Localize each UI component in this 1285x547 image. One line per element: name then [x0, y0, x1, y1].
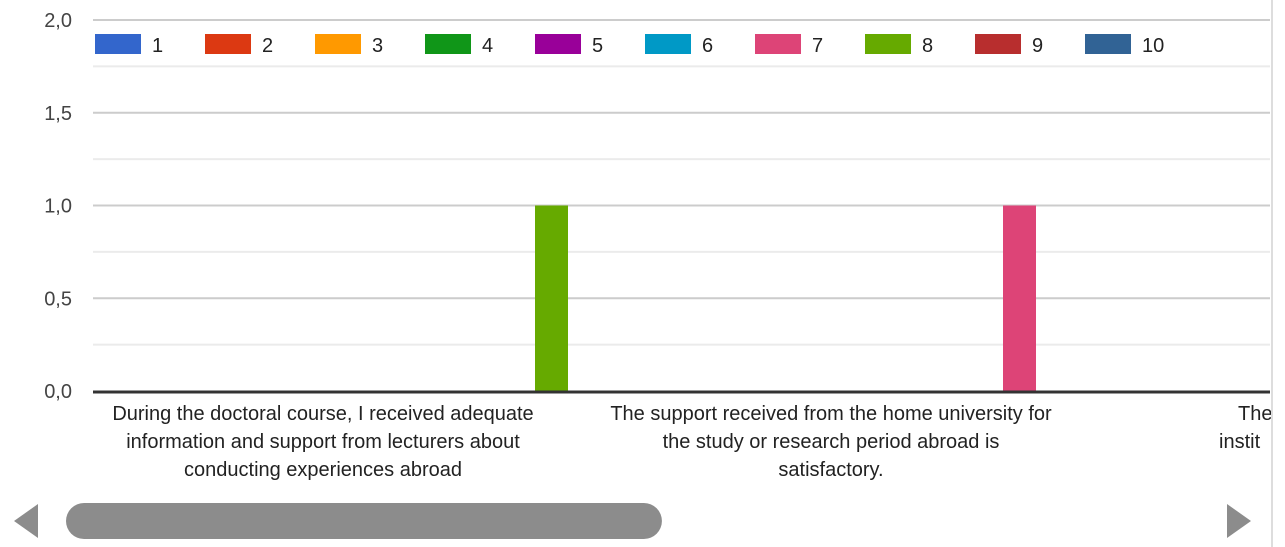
legend-label: 7 [812, 35, 823, 57]
legend-item-6[interactable]: 6 [645, 34, 713, 57]
legend-label: 6 [702, 35, 713, 57]
y-tick-label: 1,5 [44, 103, 72, 125]
bar-series-7-category-2[interactable] [1003, 205, 1036, 392]
y-tick-label: 1,0 [44, 196, 72, 218]
legend-swatch [425, 34, 471, 54]
legend-label: 10 [1142, 35, 1164, 57]
legend-swatch [645, 34, 691, 54]
legend-item-1[interactable]: 1 [95, 34, 163, 57]
x-axis-category-labels: During the doctoral course, I received a… [112, 403, 1272, 481]
bar-series-8-category-1[interactable] [535, 205, 568, 392]
legend-swatch [1085, 34, 1131, 54]
legend-item-10[interactable]: 10 [1085, 34, 1164, 57]
bars [535, 205, 1036, 392]
triangle-left-icon[interactable] [14, 504, 38, 538]
y-tick-label: 0,5 [44, 288, 72, 310]
legend-label: 4 [482, 35, 493, 57]
category-label: During the doctoral course, I received a… [112, 403, 533, 481]
legend-label: 3 [372, 35, 383, 57]
grid-lines [93, 19, 1270, 346]
legend-label: 2 [262, 35, 273, 57]
category-label: The support received from the home unive… [610, 403, 1052, 481]
legend-swatch [755, 34, 801, 54]
y-tick-label: 2,0 [44, 10, 72, 32]
scrollbar-thumb[interactable] [66, 503, 662, 539]
legend-item-2[interactable]: 2 [205, 34, 273, 57]
legend-item-9[interactable]: 9 [975, 34, 1043, 57]
legend-swatch [95, 34, 141, 54]
legend-swatch [315, 34, 361, 54]
y-tick-label: 0,0 [44, 381, 72, 403]
legend-swatch [975, 34, 1021, 54]
category-label: The instit [1219, 403, 1272, 453]
legend-item-7[interactable]: 7 [755, 34, 823, 57]
legend-item-8[interactable]: 8 [865, 34, 933, 57]
horizontal-scrollbar[interactable] [14, 503, 1251, 539]
legend-swatch [865, 34, 911, 54]
legend-item-5[interactable]: 5 [535, 34, 603, 57]
legend-swatch [535, 34, 581, 54]
legend-label: 8 [922, 35, 933, 57]
legend-label: 9 [1032, 35, 1043, 57]
legend-label: 5 [592, 35, 603, 57]
legend-swatch [205, 34, 251, 54]
legend[interactable]: 1 2 3 4 5 6 7 8 9 10 [95, 34, 1164, 57]
legend-item-3[interactable]: 3 [315, 34, 383, 57]
legend-label: 1 [152, 35, 163, 57]
y-axis-ticks: 0,0 0,5 1,0 1,5 2,0 [44, 10, 72, 403]
legend-item-4[interactable]: 4 [425, 34, 493, 57]
triangle-right-icon[interactable] [1227, 504, 1251, 538]
